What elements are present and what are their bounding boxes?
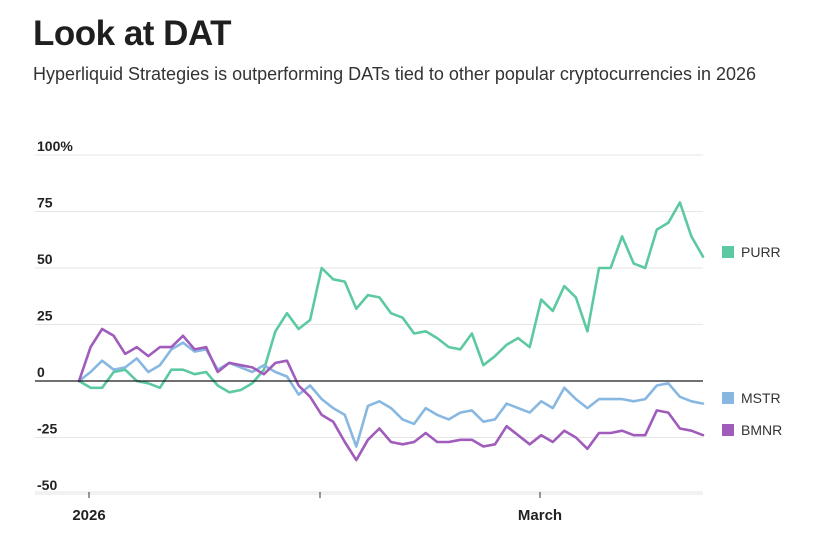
legend-swatch-bmnr <box>722 424 734 436</box>
y-tick-label: 0 <box>37 364 45 380</box>
legend-swatch-mstr <box>722 392 734 404</box>
legend-label-bmnr: BMNR <box>741 422 782 438</box>
y-axis-tick-labels: 100% 75 50 25 0 -25 -50 <box>37 138 73 493</box>
series-line-purr <box>77 201 705 394</box>
x-tick-label: March <box>518 507 562 524</box>
x-axis: 2026 March <box>35 491 703 524</box>
series-line-bmnr <box>77 327 705 462</box>
series-lines <box>35 201 705 462</box>
chart-title: Look at DAT <box>33 14 232 53</box>
legend-label-mstr: MSTR <box>741 390 781 406</box>
gridlines <box>35 154 703 495</box>
y-tick-label: -25 <box>37 421 57 437</box>
y-tick-label: -50 <box>37 477 57 493</box>
x-tick-label: 2026 <box>72 507 105 524</box>
y-tick-label: 50 <box>37 251 53 267</box>
chart-subtitle: Hyperliquid Strategies is outperforming … <box>33 64 757 84</box>
y-tick-label: 25 <box>37 308 53 324</box>
legend-swatch-purr <box>722 246 734 258</box>
y-tick-label: 75 <box>37 195 53 211</box>
series-line-mstr <box>77 341 705 448</box>
y-tick-label: 100% <box>37 138 73 154</box>
legend-label-purr: PURR <box>741 244 781 260</box>
legend: PURR MSTR BMNR <box>722 244 782 438</box>
